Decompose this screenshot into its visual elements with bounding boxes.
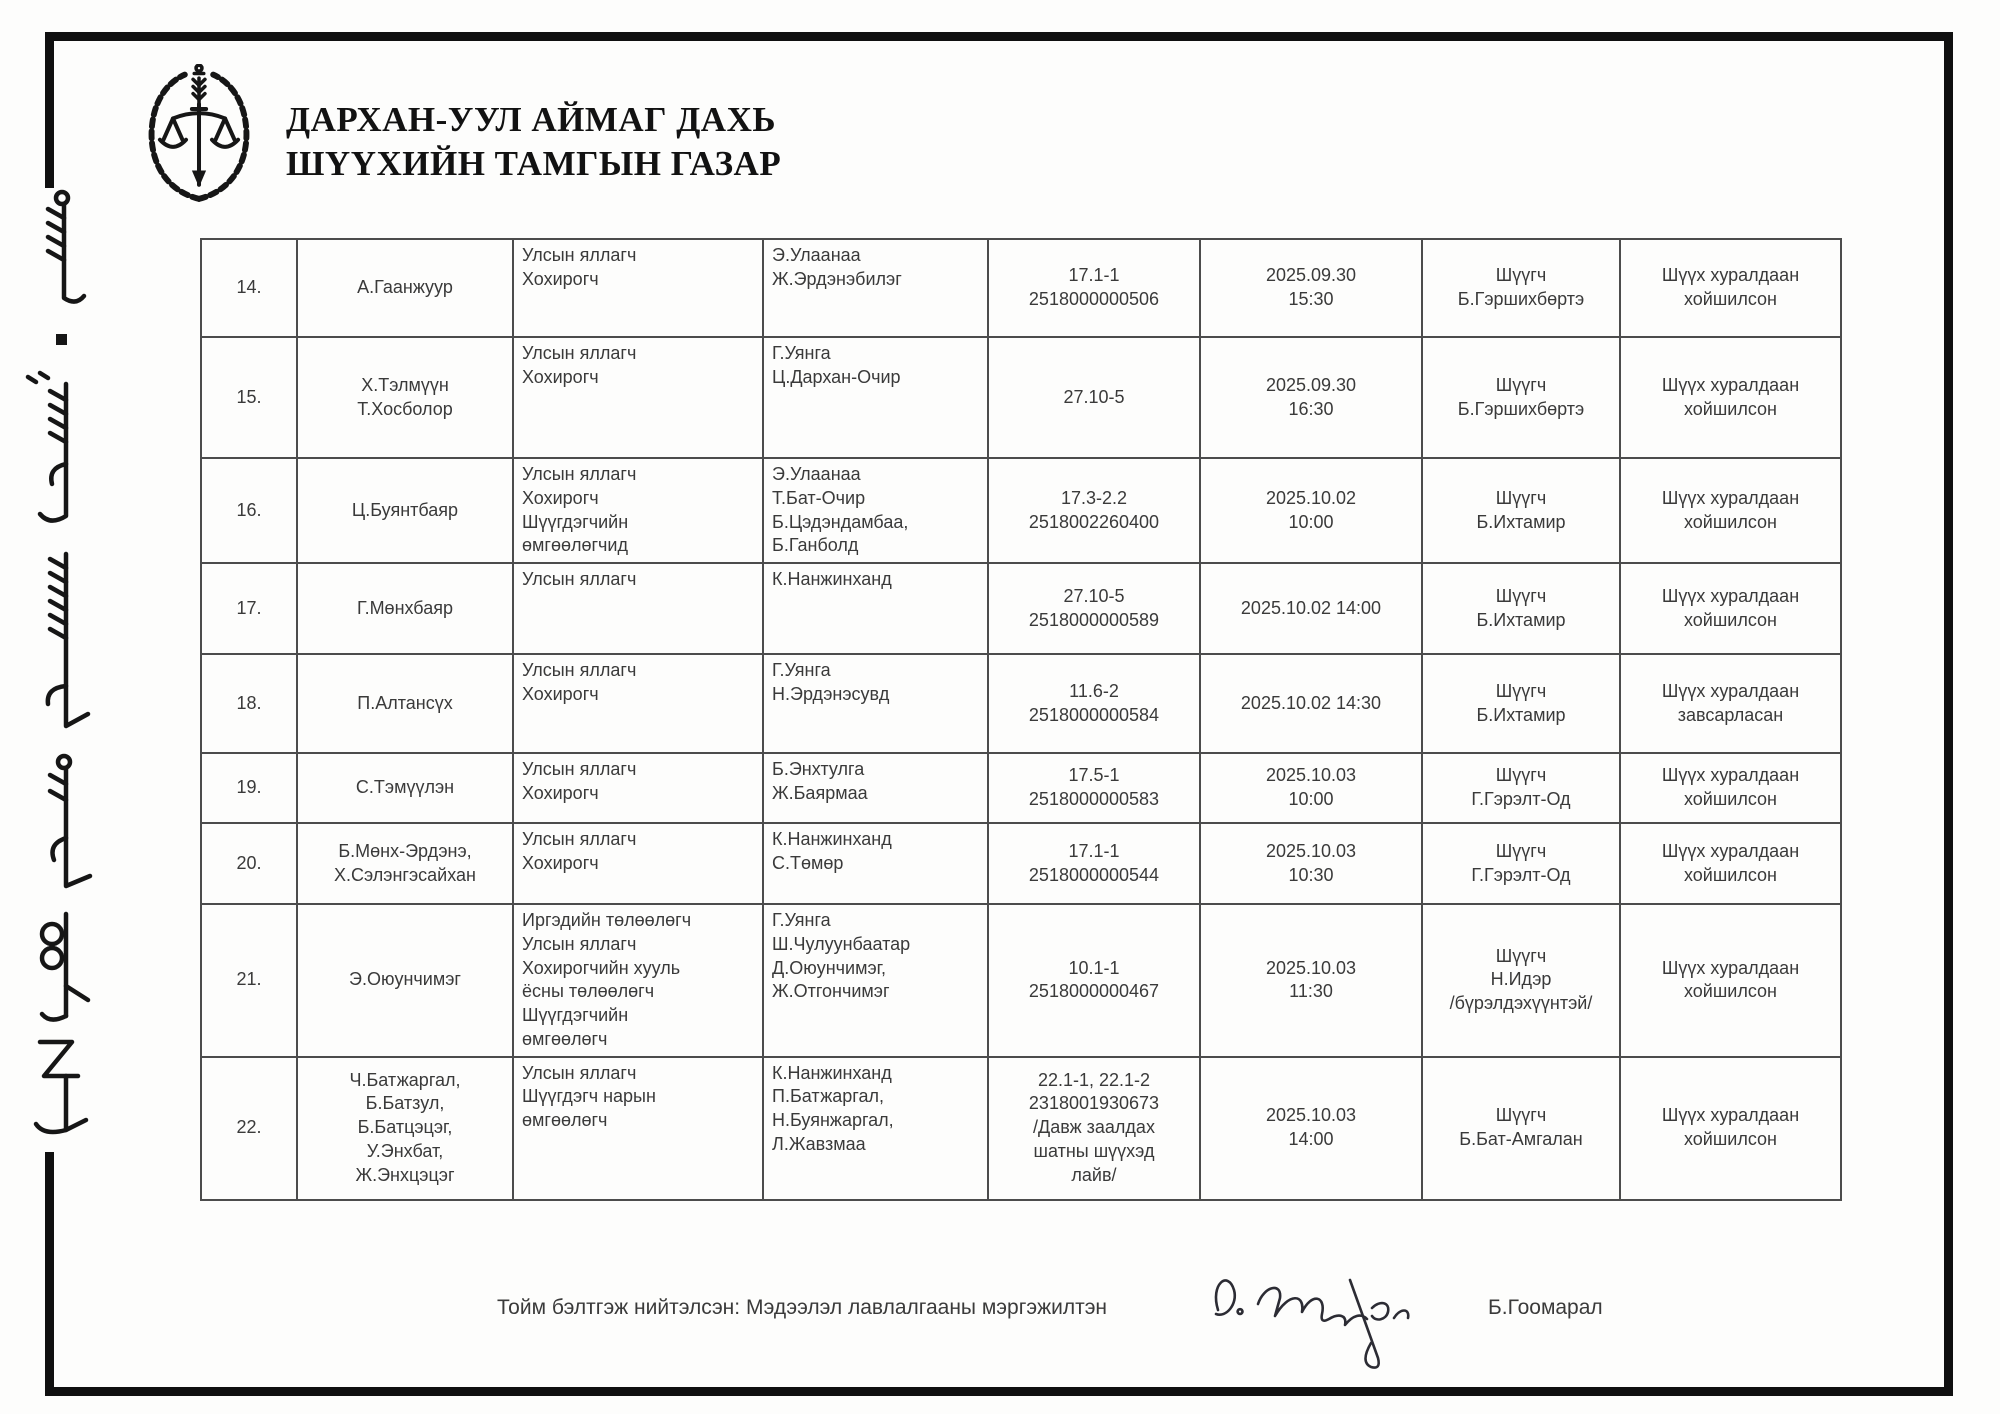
cell-row-number: 15. (200, 336, 298, 459)
cell-participant-names: Э.Улаанаа Т.Бат-Очир Б.Цэдэндамбаа, Б.Га… (762, 457, 989, 564)
cell-case-number: 10.1-1 2518000000467 (987, 903, 1201, 1058)
table-row: 20. Б.Мөнх-Эрдэнэ, Х.Сэлэнгэсайхан Улсын я… (200, 822, 1842, 905)
table-row: 17. Г.Мөнхбаяр Улсын яллагч К.Нанжинханд 27.… (200, 562, 1842, 655)
cell-judge: Шүүгч Б.Гэршихбөртэ (1421, 336, 1621, 459)
cell-judge: Шүүгч Б.Ихтамир (1421, 562, 1621, 655)
hearing-schedule-table: 14. А.Гаанжуур Улсын яллагч Хохирогч Э.Улаа… (200, 238, 1842, 1201)
cell-result: Шүүх хуралдаан хойшилсон (1619, 903, 1842, 1058)
cell-hearing-datetime: 2025.10.02 14:00 (1199, 562, 1423, 655)
cell-row-number: 21. (200, 903, 298, 1058)
cell-row-number: 16. (200, 457, 298, 564)
cell-defendants: С.Тэмүүлэн (296, 752, 514, 824)
cell-hearing-datetime: 2025.09.30 16:30 (1199, 336, 1423, 459)
cell-defendants: Ц.Буянтбаяр (296, 457, 514, 564)
signer-name: Б.Гоомарал (1488, 1296, 1603, 1319)
cell-hearing-datetime: 2025.10.03 10:30 (1199, 822, 1423, 905)
cell-participant-roles: Улсын яллагч Хохирогч (512, 822, 764, 905)
cell-result: Шүүх хуралдаан хойшилсон (1619, 457, 1842, 564)
cell-defendants: Г.Мөнхбаяр (296, 562, 514, 655)
cell-case-number: 11.6-2 2518000000584 (987, 653, 1201, 754)
cell-row-number: 19. (200, 752, 298, 824)
cell-defendants: А.Гаанжуур (296, 238, 514, 338)
cell-row-number: 14. (200, 238, 298, 338)
table-row: 18. П.Алтансүх Улсын яллагч Хохирогч Г.Уянг… (200, 653, 1842, 754)
organization-title: ДАРХАН-УУЛ АЙМАГ ДАХЬ ШҮҮХИЙН ТАМГЫН ГАЗ… (286, 98, 781, 187)
cell-case-number: 27.10-5 (987, 336, 1201, 459)
organization-title-line2: ШҮҮХИЙН ТАМГЫН ГАЗАР (286, 144, 782, 184)
cell-participant-roles: Улсын яллагч (512, 562, 764, 655)
table-row: 19. С.Тэмүүлэн Улсын яллагч Хохирогч Б.Энхт… (200, 752, 1842, 824)
cell-participant-names: Г.Уянга Н.Эрдэнэсувд (762, 653, 989, 754)
cell-defendants: Х.Тэлмүүн Т.Хосболор (296, 336, 514, 459)
table-row: 15. Х.Тэлмүүн Т.Хосболор Улсын яллагч Хохи… (200, 336, 1842, 459)
cell-hearing-datetime: 2025.10.02 10:00 (1199, 457, 1423, 564)
cell-judge: Шүүгч Н.Идэр /бүрэлдэхүүнтэй/ (1421, 903, 1621, 1058)
cell-participant-names: Г.Уянга Ш.Чулуунбаатар Д.Оюунчимэг, Ж.От… (762, 903, 989, 1058)
table-row: 22. Ч.Батжаргал, Б.Батзул, Б.Батцэцэг, У.… (200, 1055, 1842, 1201)
cell-case-number: 17.5-1 2518000000583 (987, 752, 1201, 824)
cell-row-number: 17. (200, 562, 298, 655)
cell-hearing-datetime: 2025.09.30 15:30 (1199, 238, 1423, 338)
cell-defendants: Э.Оюунчимэг (296, 903, 514, 1058)
table-row: 21. Э.Оюунчимэг Иргэдийн төлөөлөгч Улсын я… (200, 903, 1842, 1058)
cell-result: Шүүх хуралдаан хойшилсон (1619, 336, 1842, 459)
frame-border-left-top (45, 32, 54, 188)
cell-participant-roles: Улсын яллагч Хохирогч (512, 238, 764, 338)
cell-participant-roles: Иргэдийн төлөөлөгч Улсын яллагч Хохирогч… (512, 903, 764, 1058)
cell-participant-roles: Улсын яллагч Хохирогч (512, 653, 764, 754)
table-row: 14. А.Гаанжуур Улсын яллагч Хохирогч Э.Улаа… (200, 238, 1842, 338)
cell-judge: Шүүгч Б.Бат-Амгалан (1421, 1055, 1621, 1201)
cell-judge: Шүүгч Г.Гэрэлт-Од (1421, 822, 1621, 905)
cell-row-number: 22. (200, 1055, 298, 1201)
cell-result: Шүүх хуралдаан хойшилсон (1619, 562, 1842, 655)
organization-title-line1: ДАРХАН-УУЛ АЙМАГ ДАХЬ (286, 100, 776, 139)
cell-participant-names: К.Нанжинханд (762, 562, 989, 655)
cell-participant-roles: Улсын яллагч Шүүгдэгч нарын өмгөөлөгч (512, 1055, 764, 1201)
cell-hearing-datetime: 2025.10.03 10:00 (1199, 752, 1423, 824)
cell-participant-names: Г.Уянга Ц.Дархан-Очир (762, 336, 989, 459)
hearing-schedule-table-wrap: 14. А.Гаанжуур Улсын яллагч Хохирогч Э.Улаа… (200, 238, 1842, 1201)
cell-case-number: 17.1-1 2518000000544 (987, 822, 1201, 905)
cell-participant-roles: Улсын яллагч Хохирогч (512, 336, 764, 459)
frame-border-bottom (45, 1387, 1953, 1396)
cell-defendants: П.Алтансүх (296, 653, 514, 754)
cell-judge: Шүүгч Г.Гэрэлт-Од (1421, 752, 1621, 824)
cell-participant-names: Б.Энхтулга Ж.Баярмаа (762, 752, 989, 824)
signature-handwriting (1214, 1278, 1410, 1369)
cell-defendants: Б.Мөнх-Эрдэнэ, Х.Сэлэнгэсайхан (296, 822, 514, 905)
cell-participant-roles: Улсын яллагч Хохирогч (512, 752, 764, 824)
cell-result: Шүүх хуралдаан хойшилсон (1619, 238, 1842, 338)
cell-case-number: 27.10-5 2518000000589 (987, 562, 1201, 655)
prepared-by-label: Тойм бэлтгэж нийтэлсэн: Мэдээлэл лавлалг… (497, 1296, 1108, 1319)
cell-hearing-datetime: 2025.10.03 14:00 (1199, 1055, 1423, 1201)
cell-row-number: 18. (200, 653, 298, 754)
cell-result: Шүүх хуралдаан хойшилсон (1619, 752, 1842, 824)
cell-judge: Шүүгч Б.Ихтамир (1421, 457, 1621, 564)
cell-defendants: Ч.Батжаргал, Б.Батзул, Б.Батцэцэг, У.Энх… (296, 1055, 514, 1201)
mongolian-vertical-script (25, 189, 93, 1135)
table-row: 16. Ц.Буянтбаяр Улсын яллагч Хохирогч Шүүг… (200, 457, 1842, 564)
cell-participant-roles: Улсын яллагч Хохирогч Шүүгдэгчийн өмгөөл… (512, 457, 764, 564)
frame-border-right (1944, 32, 1953, 1396)
cell-hearing-datetime: 2025.10.02 14:30 (1199, 653, 1423, 754)
frame-border-top (45, 32, 1953, 41)
frame-border-left-bottom (45, 1152, 54, 1396)
cell-participant-names: К.Нанжинханд П.Батжаргал, Н.Буянжаргал, … (762, 1055, 989, 1201)
cell-participant-names: К.Нанжинханд С.Төмөр (762, 822, 989, 905)
court-emblem-logo (148, 64, 250, 202)
cell-row-number: 20. (200, 822, 298, 905)
wreath-left-branch (148, 71, 202, 202)
cell-judge: Шүүгч Б.Гэршихбөртэ (1421, 238, 1621, 338)
cell-hearing-datetime: 2025.10.03 11:30 (1199, 903, 1423, 1058)
cell-participant-names: Э.Улаанаа Ж.Эрдэнэбилэг (762, 238, 989, 338)
cell-judge: Шүүгч Б.Ихтамир (1421, 653, 1621, 754)
cell-case-number: 17.1-1 2518000000506 (987, 238, 1201, 338)
cell-result: Шүүх хуралдаан хойшилсон (1619, 1055, 1842, 1201)
cell-result: Шүүх хуралдаан хойшилсон (1619, 822, 1842, 905)
cell-result: Шүүх хуралдаан завсарласан (1619, 653, 1842, 754)
cell-case-number: 22.1-1, 22.1-2 2318001930673 /Давж заалд… (987, 1055, 1201, 1201)
cell-case-number: 17.3-2.2 2518002260400 (987, 457, 1201, 564)
scales-icon (157, 102, 241, 188)
